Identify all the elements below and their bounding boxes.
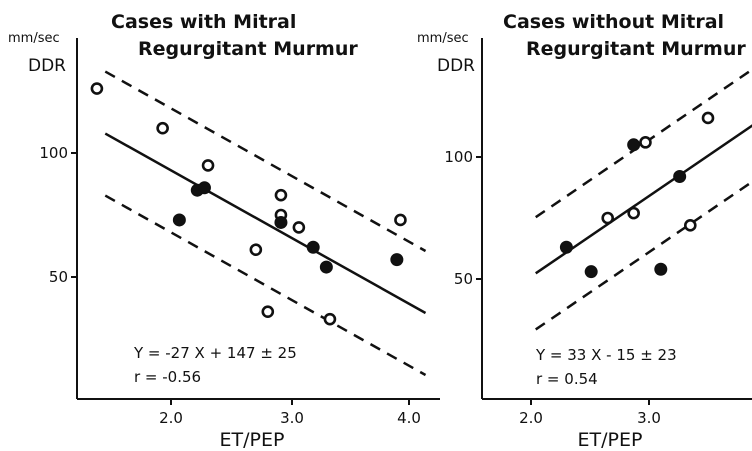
panel-1-xtick-label-3: 3.0 bbox=[280, 409, 304, 427]
panel-2-x-label: ET/PEP bbox=[578, 429, 643, 451]
panel-1-open-point bbox=[323, 312, 337, 326]
panel-1-open-point bbox=[292, 221, 306, 234]
panel-2-lower-confidence-line bbox=[535, 180, 752, 331]
panel-2-correlation: r = 0.54 bbox=[536, 370, 598, 388]
panel-2-ytick-label-100: 100 bbox=[444, 148, 473, 166]
panel-2-equation: Y = 33 X - 15 ± 23 bbox=[535, 346, 677, 364]
panel-1-ytick-label-50: 50 bbox=[49, 268, 68, 286]
panel-1-xtick-label-4: 4.0 bbox=[397, 409, 421, 427]
panel-1-y-unit: mm/sec bbox=[8, 31, 60, 46]
panel-1-x-label: ET/PEP bbox=[220, 429, 285, 451]
panel-1-title-line-1: Cases with Mitral bbox=[111, 11, 296, 33]
panel-2-xtick-label-3: 3.0 bbox=[637, 409, 661, 427]
panel-2-regression-line bbox=[535, 124, 752, 275]
panel-1-filled-point bbox=[274, 215, 288, 229]
panel-1-open-point bbox=[274, 188, 288, 202]
panel-1-regression-line bbox=[104, 132, 427, 315]
panel-2-ytick-label-50: 50 bbox=[454, 270, 473, 288]
panel-2-title-line-2: Regurgitant Murmur bbox=[526, 38, 746, 60]
panel-1-filled-point bbox=[306, 240, 320, 254]
panel-2-points bbox=[559, 111, 715, 279]
panel-2-open-point bbox=[701, 111, 715, 125]
panel-1-open-point bbox=[394, 213, 407, 227]
panel-1-lower-confidence-line bbox=[104, 194, 427, 377]
panel-1-open-point bbox=[156, 121, 169, 135]
panel-1-y-label: DDR bbox=[28, 56, 66, 76]
panel-1-open-point bbox=[90, 82, 104, 95]
panel-1-open-point bbox=[201, 159, 215, 172]
panel-1-filled-point bbox=[172, 213, 186, 227]
panel-2-title-line-1: Cases without Mitral bbox=[503, 11, 724, 33]
panel-1-upper-confidence-line bbox=[104, 70, 427, 253]
panel-2-y-unit: mm/sec bbox=[417, 31, 469, 46]
panel-2-filled-point bbox=[654, 262, 668, 276]
panel-1-title-line-2: Regurgitant Murmur bbox=[138, 38, 358, 60]
panel-2-filled-point bbox=[673, 170, 687, 184]
panel-2-filled-point bbox=[627, 138, 641, 152]
panel-1-points bbox=[90, 82, 407, 326]
panel-2-xtick-label-2: 2.0 bbox=[519, 409, 543, 427]
panel-2-open-point bbox=[627, 206, 640, 220]
panel-1-filled-point bbox=[197, 181, 211, 195]
panel-1-ytick-label-100: 100 bbox=[39, 144, 68, 162]
panel-1-open-point bbox=[249, 243, 263, 257]
panel-2-y-label: DDR bbox=[437, 56, 475, 76]
panel-1-filled-point bbox=[319, 260, 333, 274]
panel-1-open-point bbox=[261, 305, 275, 319]
panel-1-filled-point bbox=[390, 253, 404, 267]
panel-1-xtick-label-2: 2.0 bbox=[159, 409, 183, 427]
panel-2-upper-confidence-line bbox=[535, 68, 752, 219]
panel-2-open-point bbox=[683, 219, 697, 232]
panel-2-open-point bbox=[601, 211, 615, 225]
panel-1-equation: Y = -27 X + 147 ± 25 bbox=[133, 344, 297, 362]
panel-with-murmur: Cases with Mitral Regurgitant Murmur mm/… bbox=[8, 11, 440, 451]
panel-1-correlation: r = -0.56 bbox=[134, 368, 201, 386]
panel-2-filled-point bbox=[559, 240, 573, 254]
panel-2-open-point bbox=[639, 136, 652, 149]
panel-2-filled-point bbox=[584, 265, 598, 279]
panel-without-murmur: Cases without Mitral Regurgitant Murmur … bbox=[417, 11, 752, 451]
